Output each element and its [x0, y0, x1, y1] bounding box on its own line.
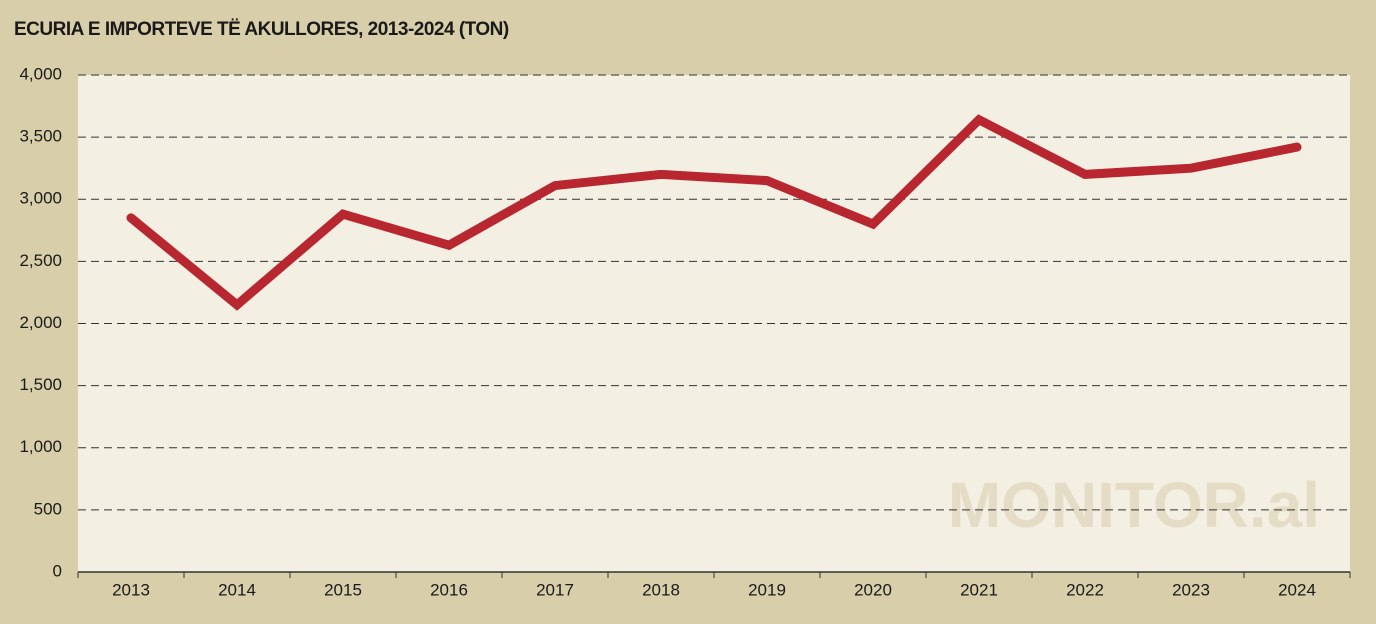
x-tick-label: 2014 — [218, 580, 256, 599]
x-tick-label: 2018 — [642, 580, 680, 599]
x-tick-label: 2019 — [748, 580, 786, 599]
y-tick-label: 2,500 — [19, 251, 62, 270]
x-tick-label: 2017 — [536, 580, 574, 599]
x-tick-label: 2021 — [960, 580, 998, 599]
y-tick-label: 1,500 — [19, 375, 62, 394]
data-line — [126, 114, 1302, 311]
x-tick-label: 2016 — [430, 580, 468, 599]
x-tick-label: 2024 — [1278, 580, 1316, 599]
y-tick-label: 3,500 — [19, 127, 62, 146]
y-tick-label: 3,000 — [19, 189, 62, 208]
x-tick-label: 2023 — [1172, 580, 1210, 599]
x-tick-label: 2022 — [1066, 580, 1104, 599]
x-tick-label: 2015 — [324, 580, 362, 599]
x-tick-label: 2020 — [854, 580, 892, 599]
y-tick-label: 4,000 — [19, 64, 62, 83]
y-tick-label: 500 — [34, 499, 62, 518]
y-tick-label: 1,000 — [19, 437, 62, 456]
watermark: MONITOR.al — [948, 469, 1320, 541]
chart-title: ECURIA E IMPORTEVE TË AKULLORES, 2013-20… — [14, 19, 509, 40]
y-tick-label: 0 — [53, 561, 62, 580]
y-tick-label: 2,000 — [19, 313, 62, 332]
x-tick-label: 2013 — [112, 580, 150, 599]
